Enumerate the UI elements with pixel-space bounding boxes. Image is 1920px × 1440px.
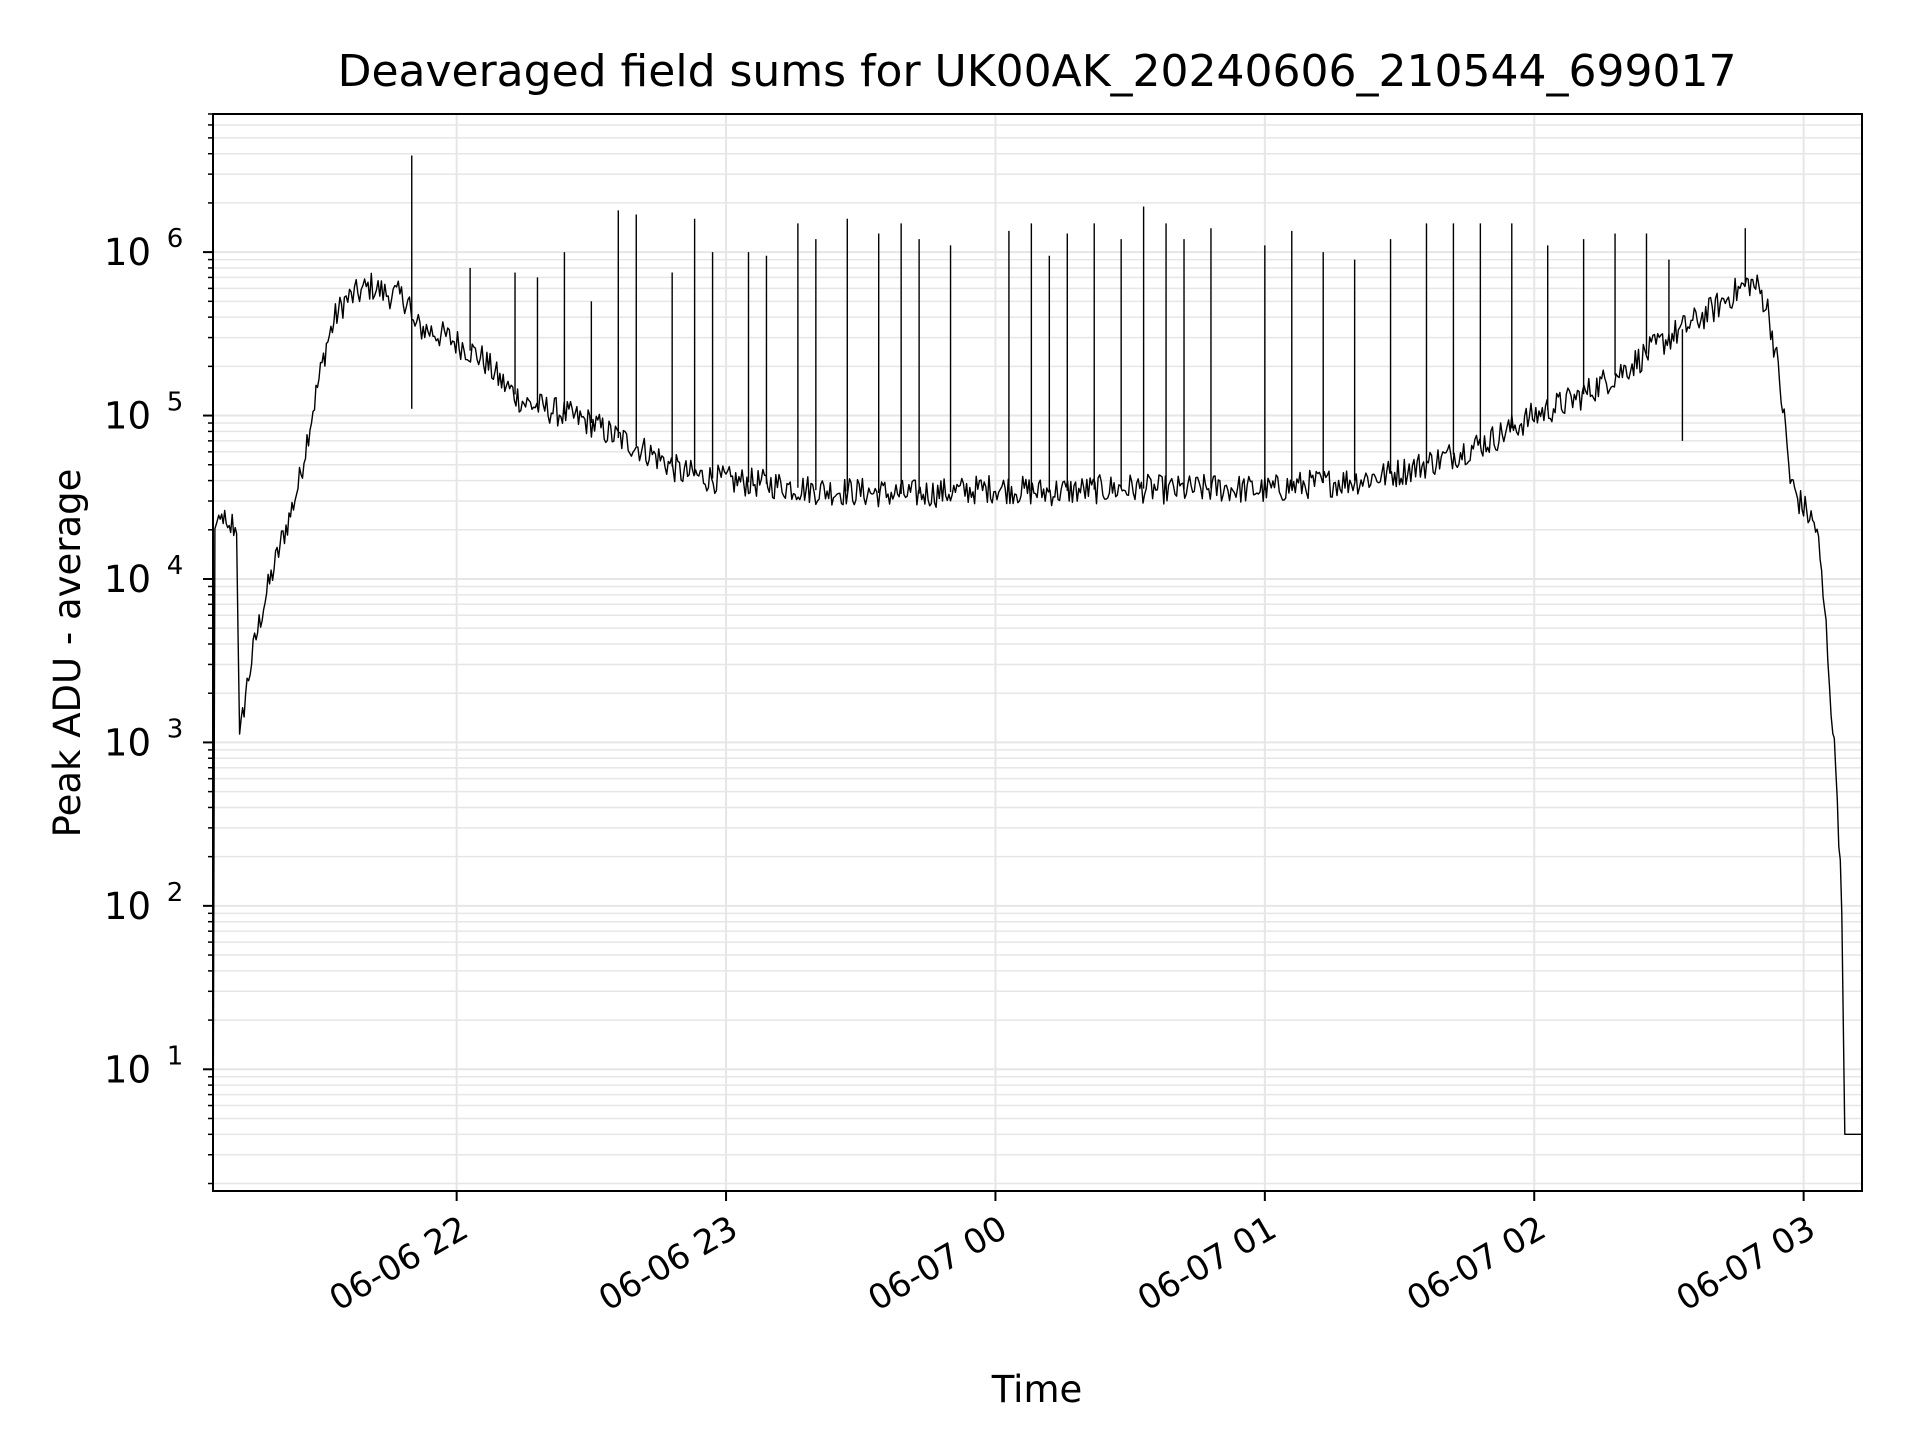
series-layer xyxy=(212,155,1862,1184)
y-tick-label-exponent: 5 xyxy=(167,388,184,418)
y-tick-label: 10 xyxy=(104,1048,151,1091)
chart-title: Deaveraged field sums for UK00AK_2024060… xyxy=(338,46,1737,97)
series-line xyxy=(212,272,1862,1184)
y-tick-label-exponent: 2 xyxy=(167,878,184,908)
y-tick-label-exponent: 4 xyxy=(167,551,184,581)
y-tick-label: 10 xyxy=(104,721,151,764)
y-tick-label: 10 xyxy=(104,231,151,274)
y-tick-label: 10 xyxy=(104,885,151,928)
y-tick-label-exponent: 1 xyxy=(167,1041,184,1071)
y-tick-label: 10 xyxy=(104,558,151,601)
y-axis-label: Peak ADU - average xyxy=(46,469,89,838)
y-tick-label-exponent: 3 xyxy=(167,714,184,744)
plot-frame xyxy=(212,113,1863,1192)
x-axis-label: Time xyxy=(991,1368,1083,1411)
y-tick-label-exponent: 6 xyxy=(167,224,184,254)
grid-layer xyxy=(213,113,1862,1191)
y-tick-label: 10 xyxy=(104,395,151,438)
